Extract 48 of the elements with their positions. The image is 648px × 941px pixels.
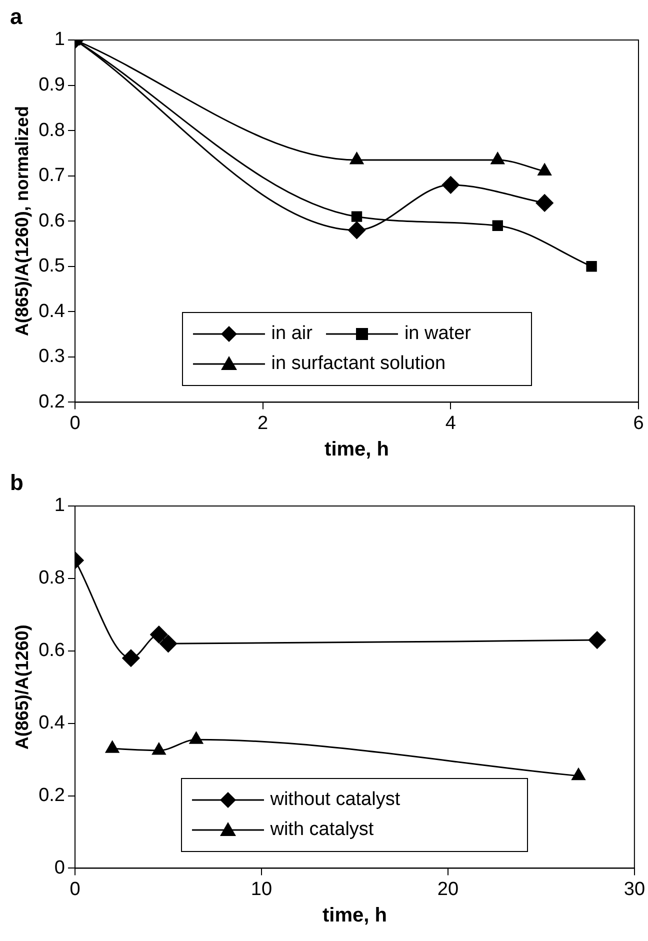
chart-title: a [10, 4, 22, 30]
x-tick-label: 20 [437, 878, 459, 900]
y-tick-label: 0.7 [38, 165, 66, 186]
point [189, 732, 204, 744]
point [492, 220, 503, 231]
point [150, 626, 168, 644]
x-tick-label: 6 [633, 412, 644, 434]
y-tick-label: 1 [54, 29, 66, 50]
y-tick-label: 0.2 [38, 391, 66, 412]
point [588, 631, 606, 649]
y-tick-label: 0.6 [38, 210, 66, 232]
legend-label: without catalyst [270, 788, 400, 812]
y-tick-label: 0.9 [38, 74, 66, 96]
legend-label: with catalyst [270, 818, 374, 842]
x-axis-title: time, h [322, 904, 387, 927]
y-tick-label: 0.2 [38, 784, 66, 806]
y-tick-label: 0.8 [38, 568, 66, 589]
point [122, 649, 140, 667]
x-tick-label: 30 [624, 878, 646, 900]
point [572, 768, 586, 780]
y-tick-label: 0.6 [38, 640, 66, 662]
y-tick-label: 0.8 [38, 120, 66, 141]
point [442, 176, 460, 194]
point [105, 740, 120, 753]
y-tick-label: 0.3 [38, 346, 66, 368]
x-axis-title: time, h [324, 438, 389, 461]
x-tick-label: 2 [258, 412, 268, 434]
x-tick-label: 4 [445, 412, 456, 434]
point [152, 742, 166, 755]
y-tick-label: 0 [54, 857, 66, 878]
point [348, 221, 366, 239]
x-tick-label: 0 [70, 412, 80, 434]
y-axis-title: A(865)/A(1260) [12, 624, 32, 750]
point [160, 634, 177, 652]
y-tick-label: 1 [54, 495, 66, 516]
chart-title: b [10, 470, 24, 496]
x-tick-label: 10 [250, 878, 272, 900]
y-tick-label: 0.4 [38, 300, 66, 322]
point [536, 194, 554, 212]
legend-label: in water [404, 322, 471, 346]
y-axis-title: A(865)/A(1260), normalized [12, 106, 32, 336]
legend-label: in surfactant solution [271, 352, 446, 376]
y-tick-label: 0.4 [38, 712, 66, 734]
point [351, 211, 362, 222]
legend-label: in air [271, 322, 312, 346]
x-tick-label: 0 [70, 878, 80, 900]
y-tick-label: 0.5 [38, 256, 66, 277]
point [586, 261, 597, 272]
